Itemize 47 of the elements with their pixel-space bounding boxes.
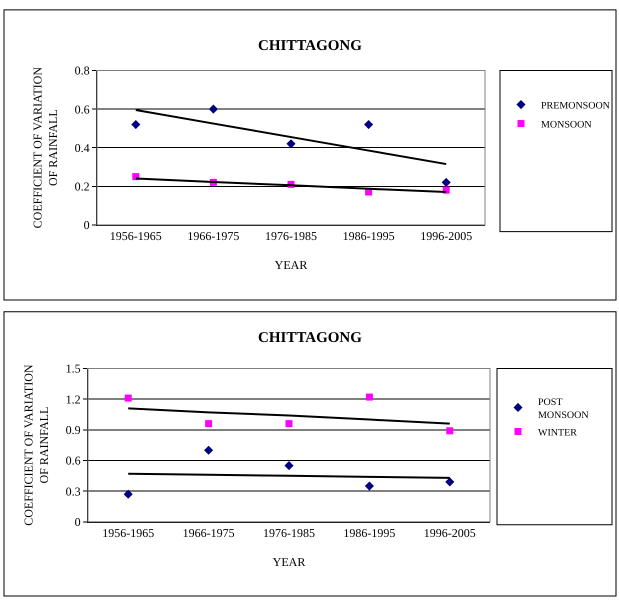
x-axis-title: YEAR	[272, 555, 306, 570]
y-tick-label: 0	[84, 218, 90, 232]
x-tick-label: 1996-2005	[420, 229, 472, 244]
point	[208, 104, 218, 114]
x-tick-label: 1966-1975	[187, 229, 240, 244]
chart-title: CHITTAGONG	[258, 330, 362, 346]
x-axis-title: YEAR	[274, 258, 308, 272]
line-series	[127, 407, 451, 425]
y-tick-label: 0	[74, 515, 81, 530]
point	[364, 120, 374, 130]
y-tick-label: 0.8	[74, 64, 90, 78]
x-tick-label: 1956-1965	[102, 526, 154, 540]
point	[124, 490, 133, 499]
point	[286, 139, 296, 148]
point	[446, 427, 454, 434]
point	[205, 420, 212, 428]
y-tick-label: 0.6	[66, 454, 81, 468]
y-tick-label: 1.2	[66, 392, 81, 406]
point	[445, 477, 454, 486]
y-tick-label: 0.9	[66, 422, 81, 437]
x-tick-label: 1976-1985	[263, 526, 315, 540]
legend-label: POST MONSOON	[538, 396, 589, 421]
x-tick-label: 1996-2005	[424, 526, 476, 540]
y-tick-label: 0.2	[74, 179, 90, 194]
legend-label: PREMONSOON	[541, 100, 610, 112]
chart-title: CHITTAGONG	[258, 38, 362, 54]
x-tick-label: 1976-1985	[265, 229, 317, 244]
x-tick-label: 1986-1995	[342, 229, 395, 244]
point	[131, 120, 140, 130]
legend-label: WINTER	[538, 427, 578, 438]
point	[204, 446, 214, 455]
y-tick-label: 0.3	[66, 484, 81, 498]
x-tick-label: 1986-1995	[343, 526, 396, 540]
y-tick-label: 0.6	[74, 102, 90, 116]
y-axis-title: COEFFICIENT OF VARIATION OF RAINFALL	[21, 364, 51, 526]
point	[442, 178, 451, 187]
point	[364, 481, 374, 491]
x-tick-label: 1956-1965	[110, 229, 162, 244]
point	[366, 394, 373, 401]
y-axis-title: COEFFICIENT OF VARIATION OF RAINFALL	[30, 66, 60, 228]
point	[124, 394, 132, 402]
legend-label: MONSOON	[541, 119, 592, 130]
y-tick-label: 1.5	[66, 362, 81, 376]
x-tick-label: 1966-1975	[182, 526, 235, 540]
y-tick-label: 0.4	[74, 140, 90, 155]
point	[286, 420, 292, 428]
point	[284, 461, 294, 470]
